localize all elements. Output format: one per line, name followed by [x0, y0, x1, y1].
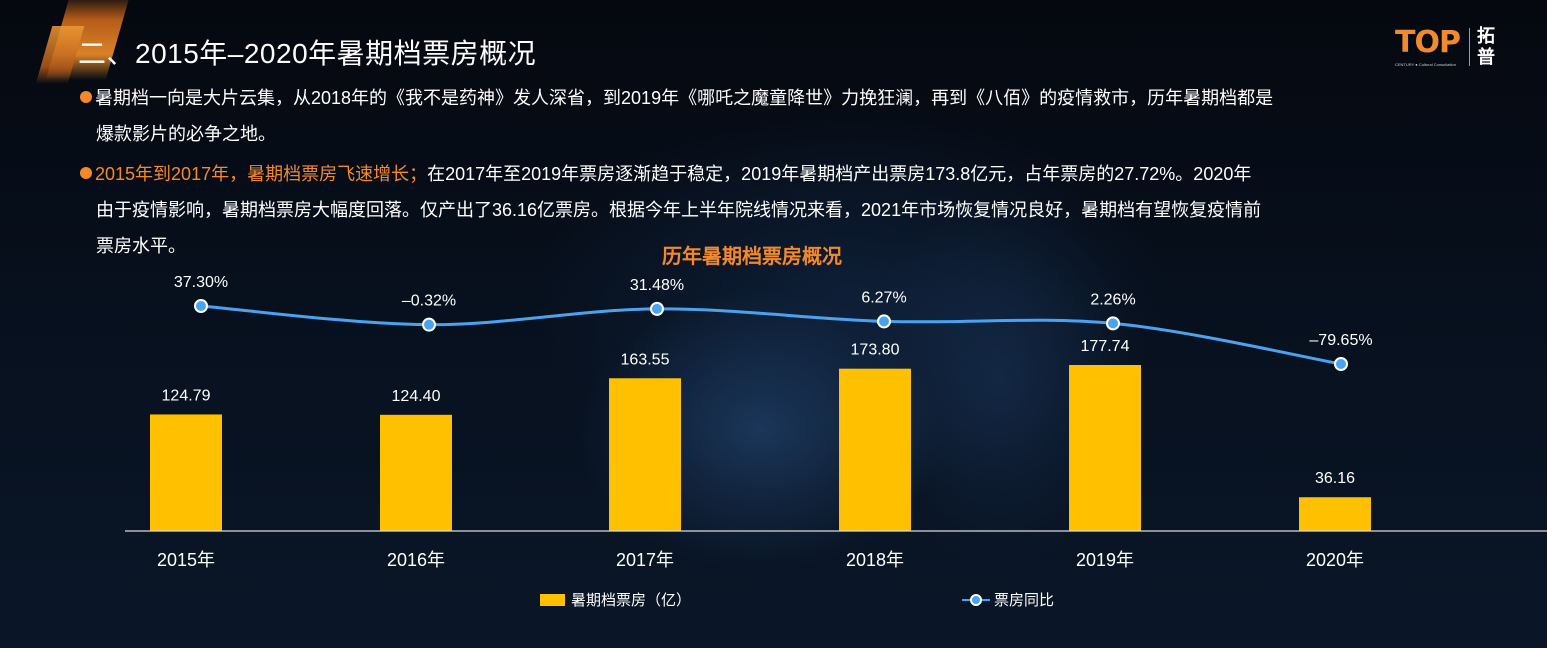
chart-title: 历年暑期档票房概况	[662, 246, 842, 268]
bar-swatch-icon	[540, 594, 565, 606]
logo-cn-char: 拓	[1477, 26, 1495, 46]
line-point	[650, 301, 664, 316]
highlight-text: 2015年到2017年，暑期档票房飞速增长；	[95, 164, 428, 184]
bar	[1299, 497, 1371, 531]
x-axis-labels: 2015年 2016年 2017年 2018年 2019年 2020年	[157, 550, 1364, 570]
bar	[380, 414, 452, 531]
bar-value-label: 36.16	[1315, 470, 1355, 487]
yoy-line	[200, 304, 1342, 366]
page-title: 二、2015年–2020年暑期档票房概况	[78, 38, 537, 69]
bar-series: 124.79 124.40 163.55 173.80 177.74 36.16	[150, 338, 1371, 531]
line-marker-icon	[962, 594, 990, 606]
bar-value-label: 177.74	[1081, 338, 1130, 355]
logo-divider	[1469, 28, 1470, 66]
paragraph-text: 在2017年至2019年票房逐渐趋于稳定，2019年暑期档产出票房173.8亿元…	[427, 164, 1252, 184]
bar-value-label: 124.40	[392, 388, 441, 405]
line-value-label: 37.30%	[174, 274, 228, 291]
logo-chinese: 拓 普	[1477, 26, 1499, 68]
line-point	[877, 314, 891, 329]
paragraph-text: 票房水平。	[96, 236, 186, 256]
x-tick-label: 2016年	[387, 550, 445, 570]
bar	[609, 378, 681, 531]
bullet-icon	[80, 167, 92, 179]
legend-item-box-office: 暑期档票房（亿）	[540, 589, 691, 610]
paragraph-text: 爆款影片的必争之地。	[96, 124, 276, 144]
legend-label: 暑期档票房（亿）	[571, 592, 692, 609]
line-value-label: 2.26%	[1090, 291, 1135, 308]
logo-wordmark: TOP	[1395, 25, 1461, 60]
bar-value-label: 163.55	[621, 351, 670, 368]
line-value-label: –0.32%	[402, 293, 456, 310]
bar	[1069, 365, 1141, 531]
x-tick-label: 2017年	[616, 550, 674, 570]
bar	[839, 368, 911, 531]
legend-label: 票房同比	[994, 592, 1055, 609]
brand-logo: TOP CENTURY ● Cultural Consultation 拓 普	[1395, 26, 1530, 72]
paragraph-1: 暑期档一向是大片云集，从2018年的《我不是药神》发人深省，到2019年《哪吒之…	[80, 80, 1500, 152]
x-tick-label: 2015年	[157, 550, 215, 570]
paragraph-text: 由于疫情影响，暑期档票房大幅度回落。仅产出了36.16亿票房。根据今年上半年院线…	[96, 200, 1262, 220]
line-point	[422, 317, 436, 332]
paragraph-text: 暑期档一向是大片云集，从2018年的《我不是药神》发人深省，到2019年《哪吒之…	[95, 88, 1274, 108]
line-value-label: 31.48%	[630, 277, 684, 294]
line-value-label: –79.65%	[1309, 332, 1372, 349]
x-tick-label: 2018年	[846, 550, 904, 570]
bar-value-label: 173.80	[851, 342, 900, 359]
paragraph-2: 2015年到2017年，暑期档票房飞速增长；在2017年至2019年票房逐渐趋于…	[80, 156, 1500, 264]
line-value-label: 6.27%	[861, 289, 906, 306]
line-point	[1106, 316, 1120, 331]
bullet-icon	[80, 91, 92, 103]
bar	[150, 414, 222, 531]
logo-tagline: CENTURY ● Cultural Consultation	[1395, 62, 1456, 67]
line-points: 37.30% –0.32% 31.48% 6.27% 2.26% –79.65%	[174, 274, 1373, 371]
x-tick-label: 2019年	[1076, 550, 1134, 570]
line-point	[1334, 357, 1348, 371]
x-tick-label: 2020年	[1306, 550, 1364, 570]
logo-cn-char: 普	[1477, 47, 1495, 67]
bar-value-label: 124.79	[162, 387, 211, 404]
line-point	[194, 299, 208, 313]
legend-item-yoy: 票房同比	[962, 589, 1054, 610]
